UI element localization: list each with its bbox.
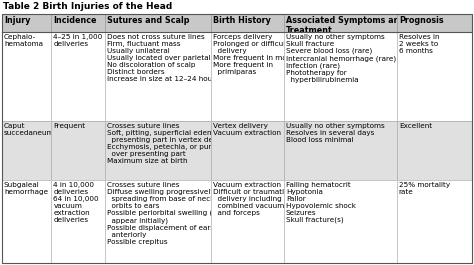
Bar <box>2 32 51 121</box>
Text: Crosses suture lines
Diffuse swelling progressively
  spreading from base of nec: Crosses suture lines Diffuse swelling pr… <box>108 182 242 245</box>
Bar <box>284 180 397 263</box>
Bar <box>105 180 211 263</box>
Bar <box>51 121 105 180</box>
Bar <box>105 32 211 121</box>
Bar <box>397 32 472 121</box>
Bar <box>397 121 472 180</box>
Bar <box>211 121 284 180</box>
Text: Frequent: Frequent <box>54 123 85 129</box>
Text: Usually no other symptoms
Resolves in several days
Blood loss minimal: Usually no other symptoms Resolves in se… <box>286 123 385 143</box>
Text: Does not cross suture lines
Firm, fluctuant mass
Usually unilateral
Usually loca: Does not cross suture lines Firm, fluctu… <box>108 34 231 82</box>
Bar <box>2 180 51 263</box>
Bar <box>51 14 105 32</box>
Text: Sutures and Scalp: Sutures and Scalp <box>108 16 190 25</box>
Text: Table 2 Birth Injuries of the Head: Table 2 Birth Injuries of the Head <box>3 2 172 11</box>
Text: Associated Symptoms and
Treatment: Associated Symptoms and Treatment <box>286 16 405 36</box>
Bar <box>51 180 105 263</box>
Bar <box>397 121 472 180</box>
Text: Prognosis: Prognosis <box>399 16 443 25</box>
Text: Usually no other symptoms
Skull fracture
Severe blood loss (rare)
Intercranial h: Usually no other symptoms Skull fracture… <box>286 34 396 83</box>
Bar <box>284 121 397 180</box>
Text: Vertex delivery
Vacuum extraction: Vertex delivery Vacuum extraction <box>213 123 281 136</box>
Bar <box>2 14 51 32</box>
Text: Cephalo-
hematoma: Cephalo- hematoma <box>4 34 43 47</box>
Text: 4 in 10,000
deliveries
64 in 10,000
vacuum
extraction
deliveries: 4 in 10,000 deliveries 64 in 10,000 vacu… <box>54 182 99 223</box>
Bar <box>105 121 211 180</box>
Bar <box>211 14 284 32</box>
Text: Injury: Injury <box>4 16 30 25</box>
Text: Excellent: Excellent <box>399 123 432 129</box>
Text: Falling hematocrit
Hypotonia
Pallor
Hypovolemic shock
Seizures
Skull fracture(s): Falling hematocrit Hypotonia Pallor Hypo… <box>286 182 356 223</box>
Bar <box>211 32 284 121</box>
Text: Forceps delivery
Prolonged or difficult
  delivery
More frequent in males
More f: Forceps delivery Prolonged or difficult … <box>213 34 297 75</box>
Bar <box>2 14 51 32</box>
Bar <box>105 180 211 263</box>
Bar <box>284 121 397 180</box>
Bar <box>105 32 211 121</box>
Bar <box>211 14 284 32</box>
Bar <box>211 180 284 263</box>
Bar <box>105 14 211 32</box>
Bar <box>105 121 211 180</box>
Bar <box>211 32 284 121</box>
Text: Incidence: Incidence <box>54 16 97 25</box>
Bar <box>284 14 397 32</box>
Bar <box>397 14 472 32</box>
Text: 25% mortality
rate: 25% mortality rate <box>399 182 450 195</box>
Bar <box>397 180 472 263</box>
Bar <box>51 32 105 121</box>
Bar <box>105 14 211 32</box>
Bar <box>284 14 397 32</box>
Bar <box>397 32 472 121</box>
Text: Resolves in
2 weeks to
6 months: Resolves in 2 weeks to 6 months <box>399 34 439 54</box>
Text: Crosses suture lines
Soft, pitting, superficial edema over
  presenting part in : Crosses suture lines Soft, pitting, supe… <box>108 123 237 164</box>
Text: Birth History: Birth History <box>213 16 271 25</box>
Bar <box>211 121 284 180</box>
Bar <box>51 121 105 180</box>
Bar <box>51 14 105 32</box>
Bar <box>2 180 51 263</box>
Text: Caput
succedaneum: Caput succedaneum <box>4 123 55 136</box>
Bar <box>211 180 284 263</box>
Text: Vacuum extraction
Difficult or traumatic
  delivery including
  combined vacuum
: Vacuum extraction Difficult or traumatic… <box>213 182 288 216</box>
Bar <box>284 32 397 121</box>
Bar <box>284 180 397 263</box>
Bar <box>2 121 51 180</box>
Text: 4–25 in 1,000
deliveries: 4–25 in 1,000 deliveries <box>54 34 102 47</box>
Bar <box>2 121 51 180</box>
Bar <box>284 32 397 121</box>
Bar <box>397 14 472 32</box>
Text: Subgaleal
hemorrhage: Subgaleal hemorrhage <box>4 182 48 195</box>
Bar <box>51 32 105 121</box>
Bar <box>2 32 51 121</box>
Bar <box>51 180 105 263</box>
Bar <box>397 180 472 263</box>
